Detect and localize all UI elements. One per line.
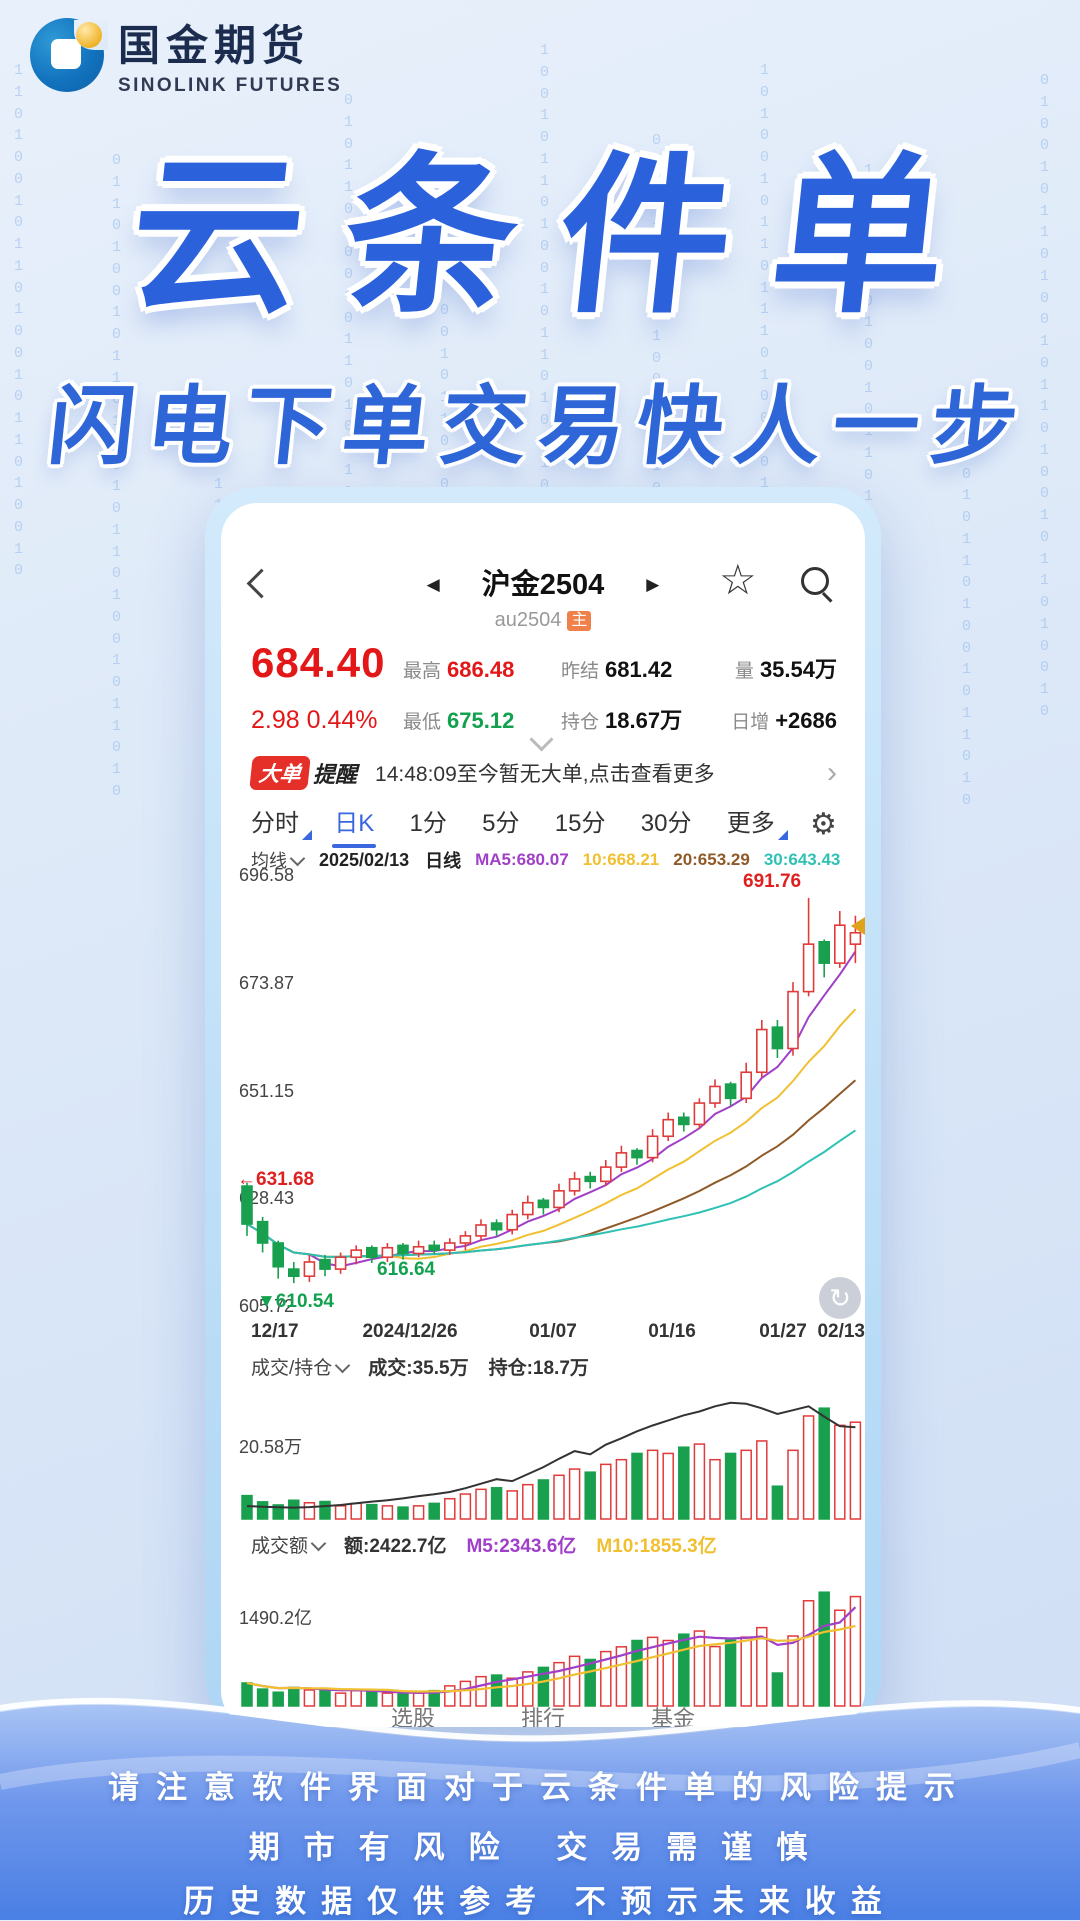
contract-code-row: au2504 主 [221,609,865,632]
x-axis-label: 01/27 [759,1321,807,1342]
amount-panel-header: 成交额 额:2422.7亿 M5:2343.6亿 M10:1855.3亿 [251,1531,851,1558]
y-axis-label: 696.58 [239,865,295,885]
annotation-period-low: ▼610.54 [257,1291,334,1312]
favorite-star-icon[interactable]: ☆ [719,556,757,603]
quote-panel: 684.40 最高 686.48 昨结 681.42 量 35.54万 2.98 0.44… [251,639,837,735]
amount-m5-value: M5:2343.6亿 [466,1536,577,1557]
binary-decoration: 1 1 0 1 0 0 1 0 1 1 0 1 0 0 1 0 1 1 0 1 … [14,62,24,580]
chevron-down-icon [335,1357,351,1374]
brand-name-cn: 国金期货 [118,22,311,69]
ma-selector[interactable]: 均线 [251,847,306,873]
last-price: 684.40 [251,639,386,686]
next-contract-icon[interactable]: ▶ [646,575,660,594]
alert-more-chevron-icon[interactable]: › [827,756,837,789]
volume-panel-header: 成交/持仓 成交:35.5万 持仓:18.7万 [251,1353,851,1380]
annotation-local-low: 616.64 [377,1259,436,1280]
phone-mockup: ◀ 沪金2504 ▶ ☆ au2504 主 684.40 最高 686.48 昨结 681.… [205,487,881,1727]
binary-decoration: 0 1 0 0 1 0 1 1 0 1 0 0 1 0 1 1 0 1 0 0 … [1040,72,1050,720]
hero-subtitle: 闪电下单交易快人一步 [44,379,1035,475]
amount-value: 额:2422.7亿 [344,1536,447,1557]
current-price-marker-icon [851,917,865,935]
ma-legend-row: 均线 2025/02/13 日线 MA5:680.07 10:668.21 20… [251,847,851,873]
bottom-nav-item-基金[interactable]: 基金 [651,1706,696,1727]
contract-code: au2504 [494,609,562,631]
amount-axis-label: 1490.2亿 [239,1608,313,1628]
tab-更多[interactable]: 更多 [727,803,788,846]
binary-decoration: 1 0 0 1 0 1 1 0 1 0 0 1 0 1 1 0 1 0 [962,422,972,809]
quote-field: 量 35.54万 [734,657,837,682]
annotation-period-high: 691.76 [743,871,802,892]
volume-svg [241,1401,862,1520]
annotation-left-price: ←631.68 [237,1169,315,1190]
tab-15分[interactable]: 15分 [554,810,606,837]
kline-chart[interactable]: 696.58 673.87 651.15 628.43 605.72 691.76 ←6… [235,863,865,1323]
footer-wave [0,1697,1080,1920]
amount-m10-value: M10:1855.3亿 [596,1536,717,1557]
disclaimer-line-1: 请注意软件界面对于云条件单的风险提示 [108,1770,972,1805]
kline-svg [241,897,862,1284]
ma5-value: MA5:680.07 [475,850,569,869]
x-axis-label: 01/16 [648,1321,696,1342]
bottom-nav: 选股 排行 基金 [221,1701,865,1727]
tab-30分[interactable]: 30分 [640,810,692,837]
disclaimer-line-3: 历史数据仅供参考 不预示未来收益 [183,1884,897,1919]
quote-field: 最高 686.48 [403,657,515,682]
main-contract-badge: 主 [567,611,592,631]
caret-triangle-icon [302,830,312,840]
price-change: 2.98 0.44% [251,706,378,734]
rotate-screen-button[interactable]: ↻ [819,1277,861,1319]
prev-contract-icon[interactable]: ◀ [426,575,440,594]
contract-title: 沪金2504 [481,569,605,601]
sinolink-logo-icon [30,17,108,92]
brand-name-en: SINOLINK FUTURES [118,75,343,96]
tab-日K[interactable]: 日K [334,803,374,846]
bottom-nav-item-选股[interactable]: 选股 [390,1706,435,1727]
hero-title: 云条件单 [121,141,998,333]
tab-1分[interactable]: 1分 [409,810,447,837]
binary-decoration: 0 1 1 0 1 0 0 1 0 1 1 0 1 0 0 1 0 1 1 0 … [112,152,122,800]
settings-gear-icon[interactable]: ⚙ [810,808,837,841]
bottom-nav-item-排行[interactable]: 排行 [520,1706,565,1727]
app-header: ◀ 沪金2504 ▶ ☆ [221,556,865,609]
ma30-value: 30:643.43 [763,850,841,869]
chart-date: 2025/02/13 [319,849,410,870]
quote-field: 持仓 18.67万 [561,708,683,733]
volume-indicator-selector[interactable]: 成交/持仓 [251,1353,351,1380]
x-axis-labels: 12/17 2024/12/26 01/07 01/16 01/27 02/13 [235,1321,865,1347]
big-order-badge-suffix: 提醒 [313,762,358,787]
x-axis-label: 12/17 [251,1321,299,1342]
volume-chart[interactable]: 20.58万 [235,1381,865,1521]
ma10-value: 10:668.21 [582,850,660,869]
ma20-value: 20:653.29 [673,850,750,869]
amount-indicator-selector[interactable]: 成交额 [251,1531,327,1558]
caret-triangle-icon [777,830,788,840]
amount-svg [241,1591,862,1707]
amount-chart[interactable]: 1490.2亿 [235,1558,865,1708]
tab-5分[interactable]: 5分 [482,810,520,837]
quote-field: 最低 675.12 [403,708,515,733]
tab-分时[interactable]: 分时 [251,803,312,846]
big-order-alert-text: 14:48:09至今暂无大单,点击查看更多 [375,763,715,786]
x-axis-label: 2024/12/26 [362,1321,458,1342]
chart-period: 日线 [425,851,462,871]
volume-axis-label: 20.58万 [239,1437,303,1457]
y-axis-label: 651.15 [239,1080,295,1101]
period-tabs: 分时 日K 1分 5分 15分 30分 更多 ⚙ [251,803,837,846]
x-axis-label: 02/13 [817,1321,865,1342]
big-order-badge: 大单 [249,756,311,790]
app-screen: ◀ 沪金2504 ▶ ☆ au2504 主 684.40 最高 686.48 昨结 681.… [221,503,865,1727]
quote-field: 昨结 681.42 [561,657,673,682]
y-axis-label: 673.87 [239,972,295,993]
brand-header: 国金期货 SINOLINK FUTURES [30,12,342,97]
open-interest-value: 持仓:18.7万 [488,1358,589,1379]
chevron-down-icon [310,1535,327,1552]
volume-value: 成交:35.5万 [368,1358,469,1379]
quote-field: 日增 +2686 [731,708,837,733]
x-axis-label: 01/07 [529,1321,577,1342]
y-axis-label: 605.72 [239,1296,295,1316]
big-order-alert-row[interactable]: 大单 提醒 14:48:09至今暂无大单,点击查看更多 › [249,755,837,791]
search-icon[interactable] [801,567,829,595]
disclaimer-line-2: 期市有风险 交易需谨慎 [248,1830,832,1865]
